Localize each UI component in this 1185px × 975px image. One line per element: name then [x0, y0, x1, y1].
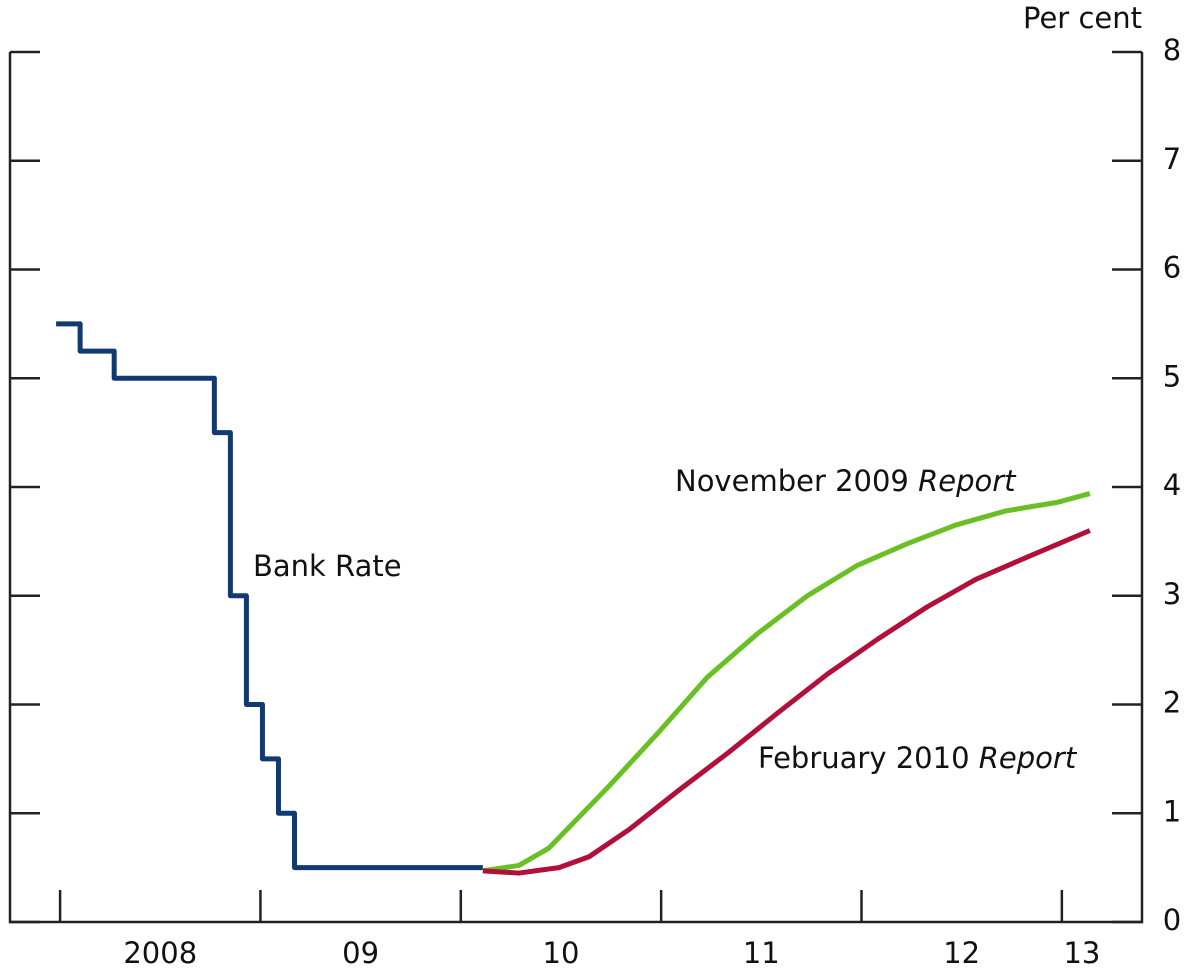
series-label: February 2010 Report	[758, 741, 1078, 775]
y-tick-label: 3	[1163, 577, 1181, 611]
series-label-part: November 2009	[675, 464, 918, 498]
y-tick-label: 0	[1163, 903, 1181, 937]
series-label: November 2009 Report	[675, 464, 1017, 498]
series-label-part: Report	[979, 741, 1078, 775]
x-tick-label: 09	[342, 936, 379, 970]
y-tick-label: 7	[1163, 142, 1181, 176]
y-tick-label: 6	[1163, 251, 1181, 285]
series-label-part: February 2010	[758, 741, 979, 775]
series-line	[56, 321, 483, 871]
series-label-part: Bank Rate	[253, 549, 402, 583]
x-tick-label: 11	[743, 936, 780, 970]
y-tick-label: 4	[1163, 468, 1181, 502]
series-line	[482, 491, 1091, 874]
x-tick-label: 10	[543, 936, 580, 970]
y-tick-label: 8	[1163, 33, 1181, 67]
x-tick-label: 2008	[123, 936, 197, 970]
y-tick-label: 1	[1163, 794, 1181, 828]
x-tick-label: 13	[1063, 936, 1100, 970]
series-label-part: Report	[918, 464, 1017, 498]
y-tick-label: 5	[1163, 359, 1181, 393]
series-line	[482, 528, 1091, 876]
x-tick-label: 12	[943, 936, 980, 970]
y-axis-label: Per cent	[1023, 1, 1142, 35]
y-tick-label: 2	[1163, 686, 1181, 720]
series-label: Bank Rate	[253, 549, 402, 583]
